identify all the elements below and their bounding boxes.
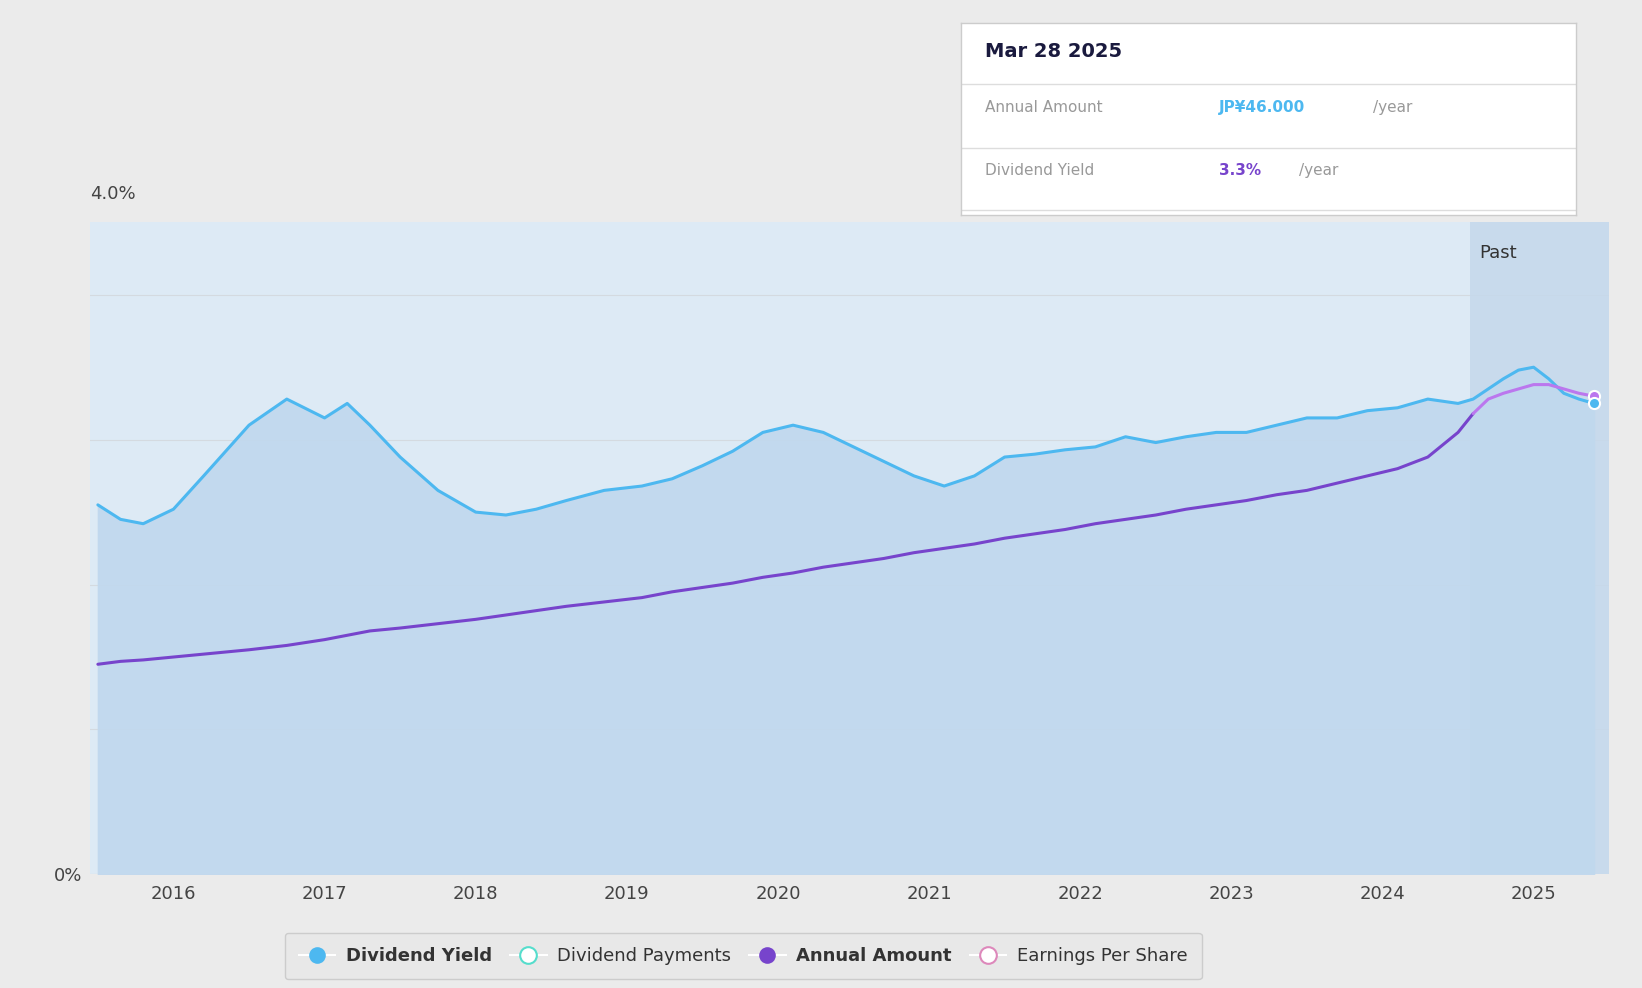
- Text: Past: Past: [1479, 244, 1517, 262]
- Text: /year: /year: [1373, 100, 1412, 115]
- Legend: Dividend Yield, Dividend Payments, Annual Amount, Earnings Per Share: Dividend Yield, Dividend Payments, Annua…: [284, 933, 1202, 979]
- Text: 3.3%: 3.3%: [1218, 163, 1261, 179]
- Text: Dividend Yield: Dividend Yield: [985, 163, 1095, 179]
- Text: 4.0%: 4.0%: [90, 185, 136, 203]
- Text: Annual Amount: Annual Amount: [985, 100, 1103, 115]
- Text: JP¥46.000: JP¥46.000: [1218, 100, 1305, 115]
- Bar: [1470, 222, 1609, 874]
- Text: Mar 28 2025: Mar 28 2025: [985, 41, 1123, 61]
- Text: /year: /year: [1299, 163, 1338, 179]
